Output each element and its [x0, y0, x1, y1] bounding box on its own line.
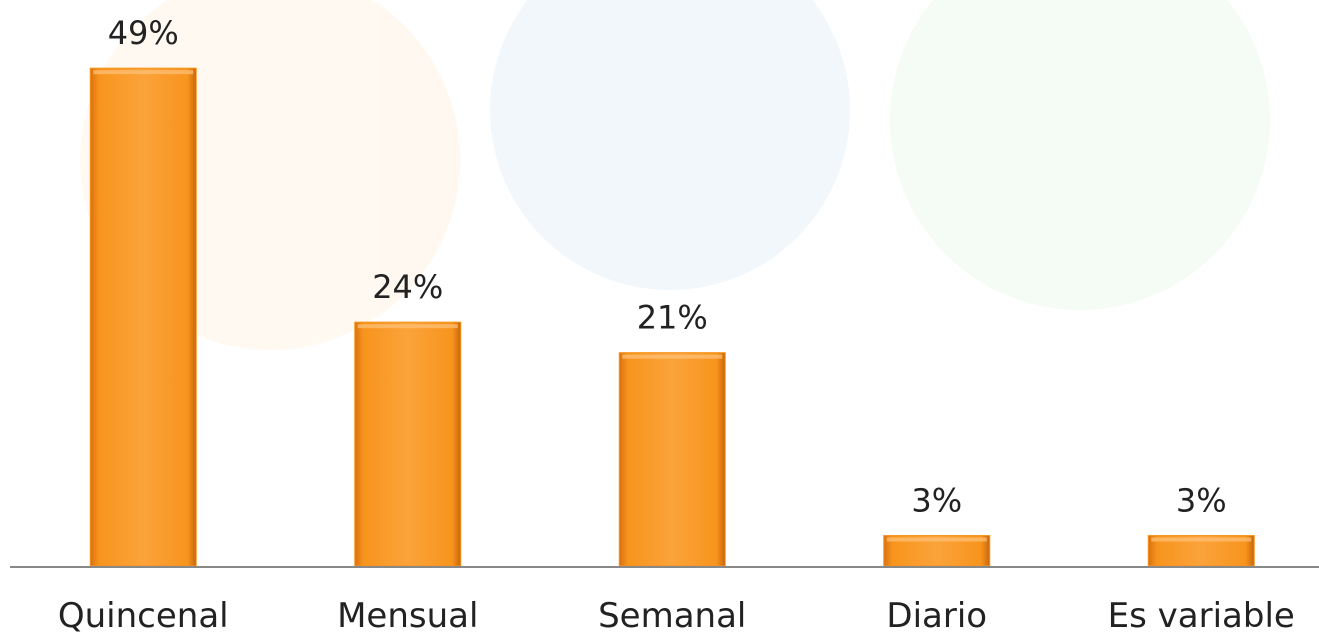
- x-tick-label: Es variable: [1108, 596, 1295, 636]
- bar-highlight: [622, 355, 722, 359]
- x-tick-label: Semanal: [598, 596, 746, 636]
- chart: 49% Quincenal 24% Mensual 21% Semanal 3% Diario…: [0, 0, 1319, 640]
- x-tick-label: Mensual: [337, 596, 478, 636]
- value-label: 21%: [637, 299, 708, 337]
- value-label: 3%: [1176, 482, 1227, 520]
- bar: [619, 353, 725, 566]
- x-tick-label: Diario: [886, 596, 987, 636]
- background-decoration: [80, 0, 1270, 350]
- x-tick-label: Quincenal: [58, 596, 229, 636]
- bar-highlight: [358, 324, 458, 328]
- bar-highlight: [1151, 538, 1251, 542]
- value-label: 24%: [372, 268, 443, 306]
- value-label: 49%: [108, 14, 179, 52]
- bar: [90, 68, 196, 566]
- bar-highlight: [887, 538, 987, 542]
- bar-highlight: [93, 70, 193, 74]
- value-label: 3%: [911, 482, 962, 520]
- bar: [355, 322, 461, 566]
